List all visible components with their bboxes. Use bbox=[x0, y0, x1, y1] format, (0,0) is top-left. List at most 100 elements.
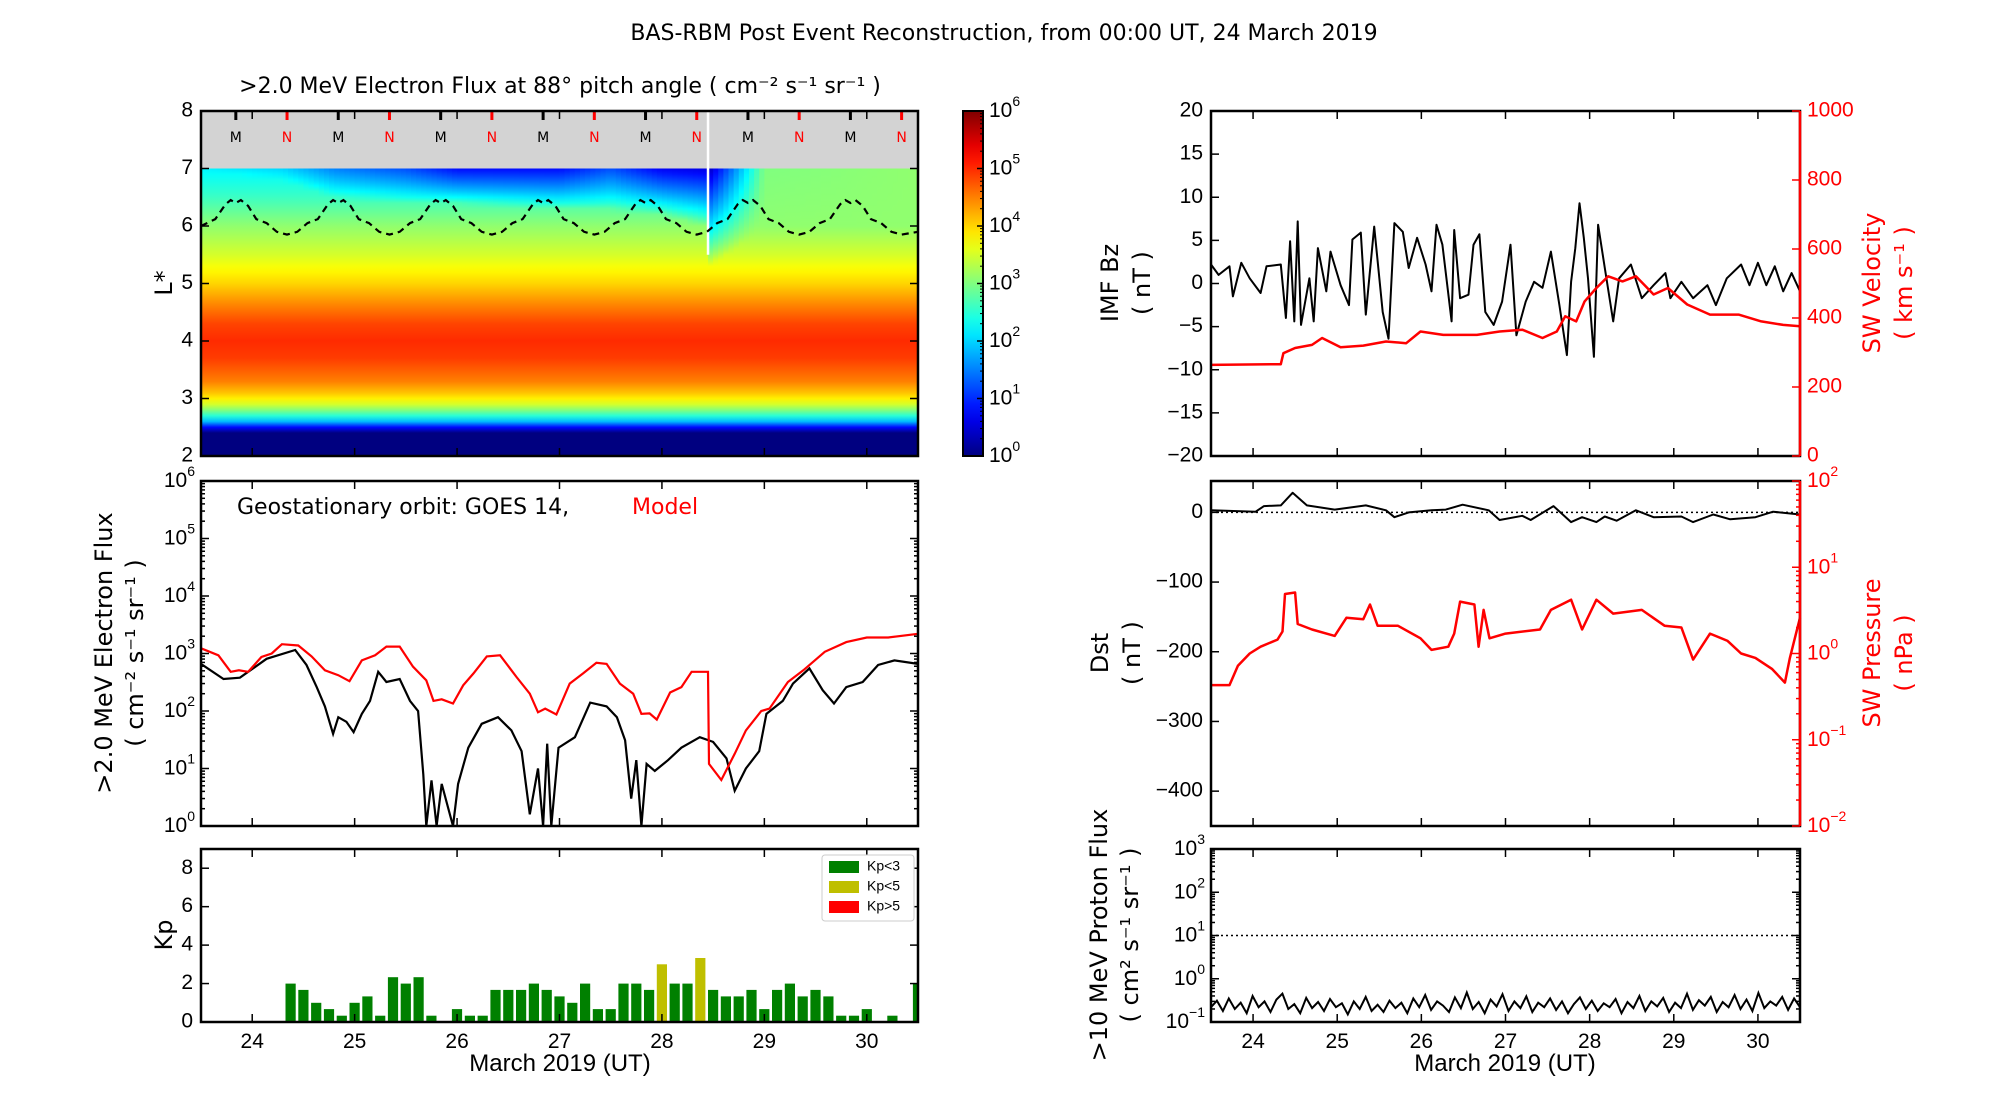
noon-marker-label: N bbox=[384, 130, 394, 146]
heatmap-column bbox=[364, 168, 371, 456]
y-right-tick-label: 100 bbox=[1807, 635, 1838, 664]
heatmap-column bbox=[800, 168, 806, 456]
y-tick-label: 102 bbox=[164, 693, 195, 722]
heatmap-column bbox=[559, 168, 566, 456]
tick-exponent: 6 bbox=[187, 463, 195, 479]
heatmap-column bbox=[206, 168, 212, 456]
heatmap-column bbox=[375, 168, 381, 456]
proton-ylabel: >10 MeV Proton Flux bbox=[1085, 809, 1113, 1062]
midnight-marker-label: M bbox=[639, 130, 651, 146]
heatmap-column bbox=[748, 168, 755, 456]
kp-bar bbox=[554, 996, 565, 1022]
heatmap-column bbox=[416, 168, 422, 456]
heatmap-column bbox=[201, 168, 207, 456]
heatmap-column bbox=[708, 168, 714, 456]
heatmap-column bbox=[841, 168, 847, 456]
sw-velocity-units: ( km s⁻¹ ) bbox=[1890, 226, 1918, 340]
heatmap-column bbox=[733, 168, 740, 456]
heatmap-column bbox=[907, 168, 914, 456]
heatmap-column bbox=[569, 168, 576, 456]
tick-exponent: 0 bbox=[1012, 438, 1020, 454]
heatmap-column bbox=[856, 168, 863, 456]
y-tick-label: 0 bbox=[1191, 271, 1203, 294]
midnight-marker-label: M bbox=[844, 130, 856, 146]
heatmap-column bbox=[815, 168, 822, 456]
heatmap-column bbox=[426, 168, 433, 456]
legend-swatch bbox=[829, 881, 859, 893]
tick-base: 10 bbox=[989, 271, 1012, 294]
dst-ylabel: Dst bbox=[1086, 633, 1114, 673]
heatmap-column bbox=[436, 168, 443, 456]
kp-bar bbox=[349, 1002, 360, 1022]
y-tick-label: 2 bbox=[181, 444, 193, 467]
colorbar-tick-label: 103 bbox=[989, 265, 1020, 294]
heatmap-column bbox=[252, 168, 258, 456]
y-tick-label: 8 bbox=[181, 856, 193, 879]
midnight-marker-label: M bbox=[230, 130, 242, 146]
kp-bar bbox=[400, 983, 411, 1022]
heatmap-column bbox=[385, 168, 392, 456]
tick-exponent: 0 bbox=[187, 808, 195, 824]
kp-bar bbox=[580, 983, 591, 1022]
dst-line bbox=[1210, 491, 1801, 524]
tick-base: 10 bbox=[1807, 727, 1830, 750]
heatmap-column bbox=[492, 168, 499, 456]
noon-marker-label: N bbox=[589, 130, 599, 146]
heatmap-column bbox=[682, 168, 689, 456]
flux-lines bbox=[201, 632, 918, 826]
kp-bar bbox=[823, 996, 834, 1022]
kp-bar bbox=[426, 1015, 437, 1022]
y-tick-label: −20 bbox=[1167, 444, 1203, 467]
heatmap-column bbox=[887, 168, 893, 456]
heatmap-column bbox=[687, 168, 694, 456]
kp-bar bbox=[746, 989, 757, 1022]
y-right-tick-label: 400 bbox=[1807, 306, 1842, 329]
tick-base: 10 bbox=[164, 641, 187, 664]
tick-exponent: 0 bbox=[1830, 635, 1838, 651]
heatmap-column bbox=[677, 168, 684, 456]
heatmap-column bbox=[641, 168, 648, 456]
proton-flux-line bbox=[1210, 989, 1801, 1017]
kp-bar bbox=[298, 989, 309, 1022]
kp-bar bbox=[362, 996, 373, 1022]
heatmap-column bbox=[861, 168, 868, 456]
heatmap-column bbox=[282, 168, 289, 456]
kp-bar bbox=[720, 996, 731, 1022]
proton-xlabel: March 2019 (UT) bbox=[1414, 1050, 1595, 1077]
colorbar-tick-label: 100 bbox=[989, 438, 1020, 467]
tick-exponent: −1 bbox=[1830, 721, 1846, 737]
heatmap-column bbox=[697, 168, 704, 456]
heatmap-column bbox=[539, 168, 545, 456]
tick-base: 10 bbox=[1807, 469, 1830, 492]
no-data-region bbox=[201, 111, 918, 169]
noon-marker-label: N bbox=[282, 130, 292, 146]
x-tick-label: 24 bbox=[241, 1030, 265, 1053]
kp-bar bbox=[784, 983, 795, 1022]
kp-bar bbox=[772, 989, 783, 1022]
midnight-marker-label: M bbox=[537, 130, 549, 146]
heatmap-column bbox=[605, 168, 612, 456]
heatmap-column bbox=[902, 168, 909, 456]
y-tick-label: 100 bbox=[1174, 960, 1205, 989]
heatmap-column bbox=[651, 168, 658, 456]
heatmap-column bbox=[590, 168, 596, 456]
tick-exponent: 0 bbox=[1197, 960, 1205, 976]
kp-bar bbox=[733, 996, 744, 1022]
tick-exponent: −1 bbox=[1189, 1004, 1205, 1020]
y-tick-label: 5 bbox=[181, 271, 193, 294]
y-tick-label: 106 bbox=[164, 463, 195, 492]
heatmap-column bbox=[795, 168, 801, 456]
heatmap-column bbox=[523, 168, 530, 456]
midnight-marker-label: M bbox=[332, 130, 344, 146]
heatmap-column bbox=[518, 168, 525, 456]
heatmap-column bbox=[262, 168, 269, 456]
heatmap-column bbox=[226, 168, 233, 456]
heatmap-column bbox=[277, 168, 284, 456]
heatmap-column bbox=[344, 168, 351, 456]
y-tick-label: 8 bbox=[181, 99, 193, 122]
heatmap-column bbox=[323, 168, 330, 456]
kp-legend: Kp<3 Kp<5 Kp>5 bbox=[821, 854, 915, 922]
tick-base: 10 bbox=[164, 814, 187, 837]
heatmap-column bbox=[272, 168, 279, 456]
heatmap-column bbox=[405, 168, 412, 456]
